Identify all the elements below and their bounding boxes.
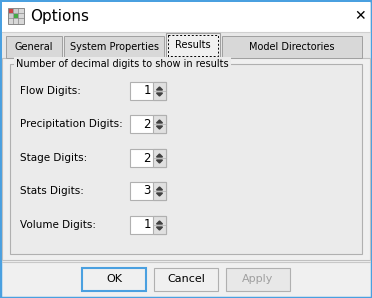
Text: Flow Digits:: Flow Digits: bbox=[20, 86, 81, 96]
Bar bbox=[8, 8, 24, 24]
Text: 2: 2 bbox=[144, 151, 151, 164]
Text: Cancel: Cancel bbox=[167, 274, 205, 285]
Bar bbox=[14, 14, 18, 18]
Bar bbox=[130, 115, 166, 133]
Text: 1: 1 bbox=[144, 218, 151, 232]
Polygon shape bbox=[157, 160, 163, 163]
Bar bbox=[130, 149, 166, 167]
Bar bbox=[10, 64, 362, 254]
Bar bbox=[82, 268, 146, 291]
Bar bbox=[9, 9, 13, 13]
Text: 3: 3 bbox=[144, 184, 151, 198]
Polygon shape bbox=[157, 221, 163, 224]
Bar bbox=[130, 82, 166, 100]
Bar bbox=[153, 216, 166, 234]
Bar bbox=[153, 182, 166, 200]
Polygon shape bbox=[157, 187, 163, 190]
Text: Options: Options bbox=[30, 9, 89, 24]
Text: Stage Digits:: Stage Digits: bbox=[20, 153, 87, 163]
Text: Results: Results bbox=[175, 41, 211, 50]
Text: OK: OK bbox=[106, 274, 122, 285]
Text: System Properties: System Properties bbox=[70, 42, 158, 52]
Polygon shape bbox=[157, 93, 163, 96]
Bar bbox=[222, 36, 362, 58]
Polygon shape bbox=[157, 126, 163, 129]
Bar bbox=[2, 33, 370, 58]
Bar bbox=[226, 268, 290, 291]
Bar bbox=[130, 182, 166, 200]
Text: General: General bbox=[15, 42, 53, 52]
Text: ✕: ✕ bbox=[354, 9, 366, 23]
Bar bbox=[9, 14, 13, 18]
Text: 2: 2 bbox=[144, 117, 151, 131]
Text: Number of decimal digits to show in results: Number of decimal digits to show in resu… bbox=[16, 59, 229, 69]
Bar bbox=[166, 33, 220, 58]
Bar bbox=[154, 268, 218, 291]
Text: Apply: Apply bbox=[242, 274, 274, 285]
Bar bbox=[153, 115, 166, 133]
Bar bbox=[6, 36, 62, 58]
Text: Stats Digits:: Stats Digits: bbox=[20, 186, 84, 196]
Text: 1: 1 bbox=[144, 85, 151, 97]
Text: Model Directories: Model Directories bbox=[249, 42, 335, 52]
Bar bbox=[2, 2, 370, 32]
Polygon shape bbox=[157, 154, 163, 157]
Bar bbox=[14, 9, 18, 13]
Text: Precipitation Digits:: Precipitation Digits: bbox=[20, 119, 123, 129]
Bar bbox=[168, 35, 218, 56]
Bar bbox=[64, 36, 164, 58]
Bar bbox=[2, 58, 370, 260]
Bar bbox=[153, 82, 166, 100]
Bar bbox=[153, 149, 166, 167]
Bar bbox=[130, 216, 166, 234]
Polygon shape bbox=[157, 227, 163, 230]
Polygon shape bbox=[157, 193, 163, 196]
Text: Volume Digits:: Volume Digits: bbox=[20, 220, 96, 230]
Polygon shape bbox=[157, 87, 163, 90]
Polygon shape bbox=[157, 120, 163, 123]
